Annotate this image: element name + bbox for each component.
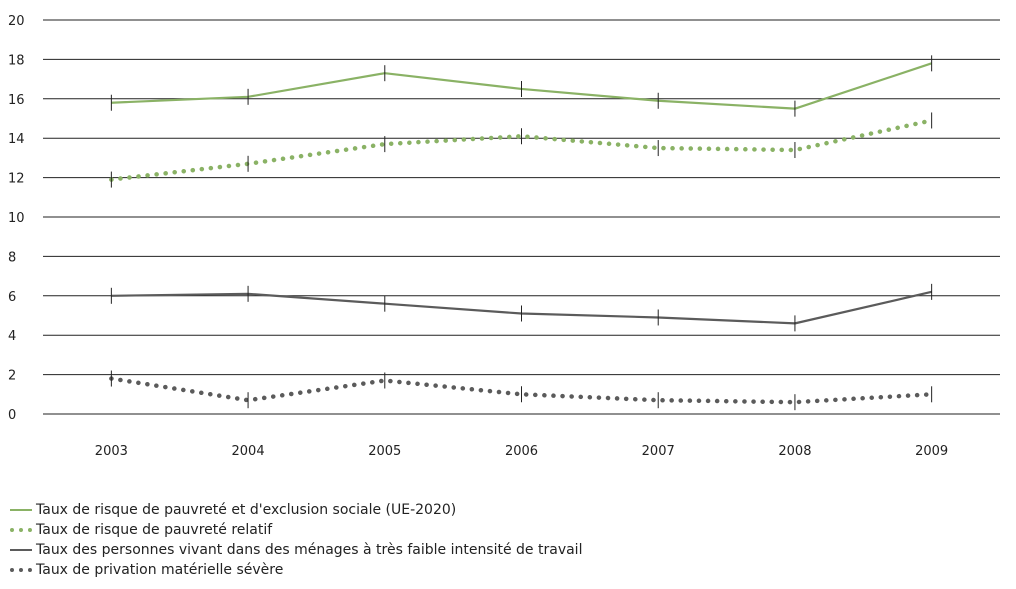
y-tick-label: 18 (8, 53, 25, 68)
y-tick-label: 6 (8, 290, 16, 305)
y-tick-label: 2 (8, 369, 16, 384)
y-axis-ticks: 0 2 4 6 8 10 12 14 16 18 20 (8, 14, 25, 423)
x-axis-ticks: 2003 2004 2005 2006 2007 2008 2009 (95, 444, 948, 459)
x-tick-label: 2008 (778, 444, 811, 459)
gridlines (43, 19, 1000, 415)
x-tick-label: 2009 (915, 444, 948, 459)
legend-item: Taux des personnes vivant dans des ménag… (10, 540, 582, 560)
x-tick-label: 2003 (95, 444, 128, 459)
legend: Taux de risque de pauvreté et d'exclusio… (10, 500, 582, 580)
legend-item: Taux de risque de pauvreté et d'exclusio… (10, 500, 582, 520)
y-tick-label: 4 (8, 329, 16, 344)
legend-label: Taux de privation matérielle sévère (36, 562, 284, 578)
y-tick-label: 12 (8, 172, 25, 187)
legend-item: Taux de privation matérielle sévère (10, 560, 582, 580)
y-tick-label: 10 (8, 211, 25, 226)
y-tick-label: 0 (8, 408, 16, 423)
series-lines (109, 55, 934, 411)
legend-swatch-dotted-gray (10, 568, 32, 572)
legend-label: Taux de risque de pauvreté et d'exclusio… (36, 502, 457, 518)
legend-label: Taux des personnes vivant dans des ménag… (36, 542, 583, 558)
x-tick-label: 2006 (505, 444, 538, 459)
y-tick-label: 16 (8, 93, 25, 108)
y-tick-label: 8 (8, 250, 16, 265)
legend-swatch-solid-green (10, 509, 32, 511)
legend-item: Taux de risque de pauvreté relatif (10, 520, 582, 540)
y-tick-label: 14 (8, 132, 25, 147)
y-tick-label: 20 (8, 14, 25, 29)
legend-swatch-solid-gray (10, 549, 32, 551)
x-tick-label: 2007 (642, 444, 675, 459)
x-tick-label: 2004 (232, 444, 265, 459)
legend-label: Taux de risque de pauvreté relatif (36, 522, 273, 538)
legend-swatch-dotted-green (10, 528, 32, 532)
x-tick-label: 2005 (368, 444, 401, 459)
